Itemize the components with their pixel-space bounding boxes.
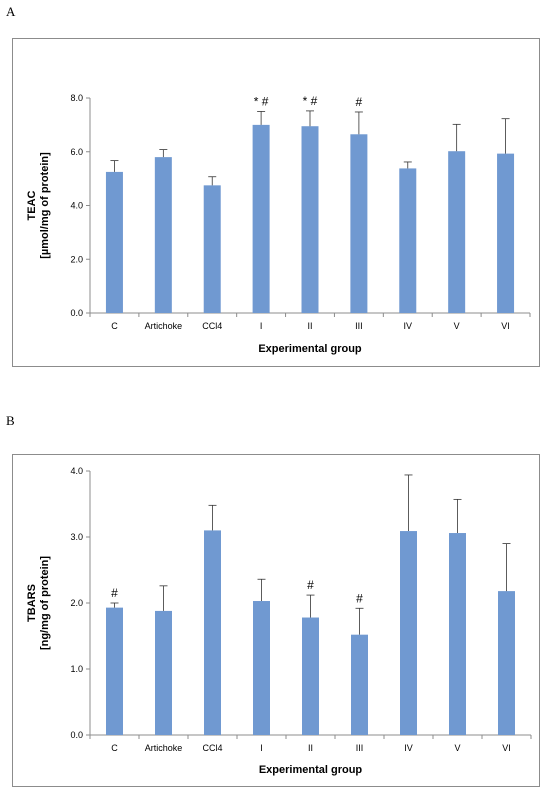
chart-b-frame: 0.0 1.0 2.0 3.0 4.0 C # Artichoke CCl4 I II # III # IV… (12, 454, 540, 787)
chart-b-x-tick-label: Artichoke (145, 743, 183, 753)
chart-a-x-tick-label: VI (501, 321, 510, 331)
chart-a-bar (350, 134, 368, 313)
chart-b-x-tick-label: IV (404, 743, 413, 753)
chart-a-x-axis-title: Experimental group (258, 343, 362, 355)
chart-b-y-tick-label: 1.0 (70, 664, 83, 674)
chart-b: 0.01.02.03.04.0C#Artichoke CCl4 I II#III#IV… (26, 466, 532, 776)
chart-b-bar (302, 617, 319, 735)
chart-b-y-tick-label: 4.0 (70, 466, 83, 476)
chart-b-x-tick-label: C (111, 743, 118, 753)
chart-b-x-tick-label: V (454, 743, 460, 753)
chart-b-bar (400, 531, 417, 735)
panel-label-a: A (6, 4, 16, 19)
chart-a-bar (301, 126, 319, 313)
chart-a-x-tick-label: III (355, 321, 363, 331)
chart-b-x-axis-title: Experimental group (259, 764, 363, 776)
chart-a-bar (105, 171, 123, 313)
chart-a-x-tick-label: CCl4 (202, 321, 222, 331)
chart-a-bar (252, 124, 270, 313)
chart-b-significance-mark: # (307, 578, 314, 592)
chart-b-bar (253, 601, 270, 735)
chart-a-x-tick-label: V (454, 321, 460, 331)
chart-a-bar (154, 157, 172, 313)
chart-a-significance-mark: # (356, 95, 363, 109)
chart-a-significance-mark: * # (303, 94, 318, 108)
chart-a: 0.0 2.0 4.0 6.0 8.0 C Artichoke CCl4 I * # II * # II… (26, 93, 531, 355)
chart-a-bar (497, 153, 515, 313)
chart-b-bar (106, 607, 123, 735)
chart-a-y-axis-title: TEAC (26, 190, 38, 220)
chart-a-y-tick-label: 0.0 (70, 308, 83, 318)
chart-a-y-tick-label: 8.0 (70, 93, 83, 103)
chart-b-bar (155, 610, 172, 735)
chart-a-x-tick-label: II (307, 321, 312, 331)
chart-b-bar (449, 533, 466, 735)
chart-a-x-tick-label: IV (404, 321, 413, 331)
chart-a-y-axis-title: [µmol/mg of protein] (39, 152, 51, 259)
chart-a-y-tick-label: 2.0 (70, 254, 83, 264)
chart-b-y-axis-title: [ng/mg of protein] (39, 556, 51, 650)
chart-a-bar (399, 168, 417, 313)
chart-b-x-tick-label: VI (502, 743, 511, 753)
chart-b-bar (351, 634, 368, 735)
chart-b-y-tick-label: 2.0 (70, 598, 83, 608)
chart-a-x-tick-label: I (260, 321, 263, 331)
chart-b-bar (498, 591, 515, 735)
chart-a-significance-mark: * # (254, 94, 269, 108)
chart-a-x-tick-label: C (111, 321, 118, 331)
chart-b-x-tick-label: III (356, 743, 364, 753)
chart-b-significance-mark: # (356, 591, 363, 605)
chart-a-y-tick-label: 6.0 (70, 147, 83, 157)
chart-b-significance-mark: # (111, 586, 118, 600)
chart-b-x-tick-label: CCl4 (202, 743, 222, 753)
chart-a-x-tick-label: Artichoke (145, 321, 183, 331)
chart-b-y-axis-title: TBARS (26, 584, 38, 622)
chart-b-bar (204, 530, 221, 735)
chart-a-y-tick-label: 4.0 (70, 201, 83, 211)
chart-a-bar (203, 185, 221, 313)
chart-b-x-tick-label: II (308, 743, 313, 753)
chart-a-bar (448, 151, 466, 313)
chart-b-y-tick-label: 0.0 (70, 730, 83, 740)
chart-b-x-tick-label: I (260, 743, 263, 753)
panel-label-b: B (6, 413, 15, 428)
chart-b-y-tick-label: 3.0 (70, 532, 83, 542)
chart-a-frame: 0.0 2.0 4.0 6.0 8.0 C Artichoke CCl4 I * # II * # II… (12, 38, 540, 367)
